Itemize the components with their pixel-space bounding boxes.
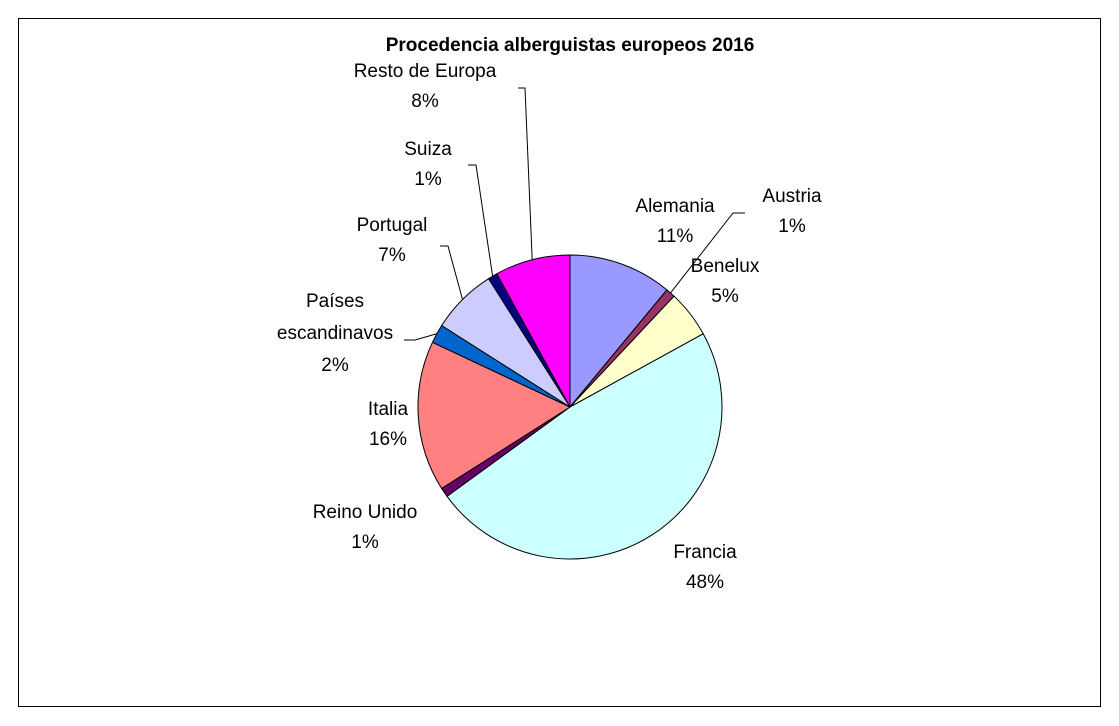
slice-value-label: 1% — [414, 169, 442, 190]
slice-value-label: 5% — [711, 286, 739, 307]
slice-value-label: 1% — [778, 216, 806, 237]
slice-label: Resto de Europa — [354, 61, 497, 82]
slice-value-label: 1% — [351, 532, 379, 553]
slice-value-label: 16% — [369, 429, 407, 450]
slice-label: Países escandinavos — [277, 291, 393, 344]
slice-label: Italia — [368, 399, 409, 420]
slice-label: Francia — [673, 542, 737, 563]
pie-slice — [569, 254, 668, 409]
slice-value-label: 2% — [321, 355, 349, 376]
slice-value-label: 11% — [657, 226, 694, 247]
leader-line — [518, 87, 533, 260]
chart-title: Procedencia alberguistas europeos 2016 — [386, 35, 755, 56]
pie-slice — [446, 333, 723, 560]
slice-label: Reino Unido — [313, 502, 418, 523]
slice-label: Suiza — [404, 139, 452, 160]
pie-slice — [417, 341, 572, 490]
leader-line — [404, 333, 437, 341]
leader-line — [670, 212, 745, 294]
slice-value-label: 7% — [378, 245, 406, 266]
leader-line — [440, 245, 464, 300]
leader-line — [468, 164, 494, 277]
slice-label: Alemania — [635, 196, 715, 217]
slice-label: Benelux — [691, 256, 760, 277]
slice-value-label: 8% — [411, 91, 439, 112]
slice-label: Austria — [762, 186, 822, 207]
slice-label: Portugal — [357, 215, 428, 236]
slice-value-label: 48% — [686, 572, 724, 593]
